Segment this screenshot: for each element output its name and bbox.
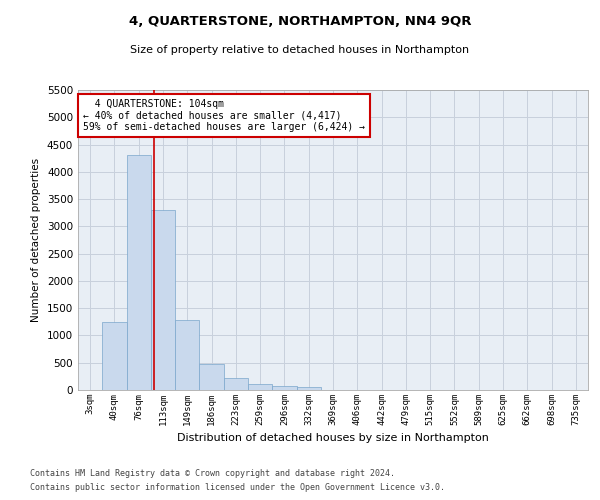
Bar <box>127 156 151 390</box>
Bar <box>199 364 224 390</box>
Text: 4, QUARTERSTONE, NORTHAMPTON, NN4 9QR: 4, QUARTERSTONE, NORTHAMPTON, NN4 9QR <box>129 15 471 28</box>
Text: 4 QUARTERSTONE: 104sqm
← 40% of detached houses are smaller (4,417)
59% of semi-: 4 QUARTERSTONE: 104sqm ← 40% of detached… <box>83 99 365 132</box>
Bar <box>224 378 248 390</box>
Text: Size of property relative to detached houses in Northampton: Size of property relative to detached ho… <box>130 45 470 55</box>
Y-axis label: Number of detached properties: Number of detached properties <box>31 158 41 322</box>
X-axis label: Distribution of detached houses by size in Northampton: Distribution of detached houses by size … <box>177 434 489 444</box>
Bar <box>151 210 175 390</box>
Text: Contains HM Land Registry data © Crown copyright and database right 2024.: Contains HM Land Registry data © Crown c… <box>30 468 395 477</box>
Bar <box>248 384 272 390</box>
Bar <box>296 386 321 390</box>
Bar <box>175 320 199 390</box>
Text: Contains public sector information licensed under the Open Government Licence v3: Contains public sector information licen… <box>30 484 445 492</box>
Bar <box>272 386 296 390</box>
Bar <box>102 322 127 390</box>
